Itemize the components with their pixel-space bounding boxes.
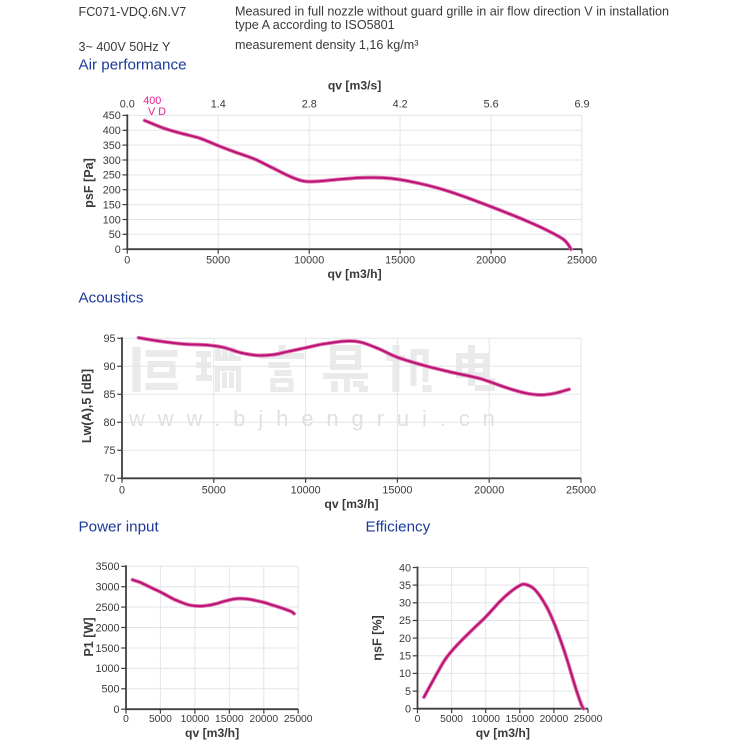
svg-text:50: 50 (109, 229, 121, 241)
svg-text:85: 85 (103, 389, 115, 401)
svg-text:4.2: 4.2 (393, 99, 408, 111)
svg-text:10000: 10000 (291, 484, 321, 496)
svg-text:5000: 5000 (149, 714, 172, 725)
svg-text:5000: 5000 (206, 255, 230, 267)
svg-text:1.4: 1.4 (211, 99, 226, 111)
svg-text:qv [m3/h]: qv [m3/h] (328, 267, 382, 281)
svg-text:150: 150 (103, 199, 121, 211)
svg-text:Acoustics: Acoustics (79, 290, 144, 307)
svg-text:0.0: 0.0 (120, 99, 135, 111)
svg-text:25000: 25000 (567, 255, 597, 267)
svg-text:10000: 10000 (181, 714, 210, 725)
svg-text:Lw(A),5 [dB]: Lw(A),5 [dB] (80, 369, 94, 443)
svg-text:qv [m3/h]: qv [m3/h] (185, 726, 239, 740)
svg-text:3~ 400V 50Hz Y: 3~ 400V 50Hz Y (79, 40, 171, 54)
svg-text:450: 450 (103, 110, 121, 122)
svg-text:15000: 15000 (505, 714, 534, 725)
svg-text:5: 5 (405, 686, 411, 698)
svg-text:3000: 3000 (95, 582, 119, 594)
svg-text:psF [Pa]: psF [Pa] (82, 158, 96, 208)
svg-text:25000: 25000 (574, 714, 603, 725)
svg-text:measurement density 1,16 kg/m³: measurement density 1,16 kg/m³ (235, 38, 418, 52)
svg-text:2000: 2000 (95, 622, 119, 634)
svg-text:0: 0 (415, 714, 421, 725)
svg-text:80: 80 (103, 417, 115, 429)
svg-text:0: 0 (405, 704, 411, 716)
svg-text:0: 0 (119, 484, 125, 496)
svg-text:10: 10 (399, 668, 411, 680)
svg-text:400: 400 (143, 95, 161, 107)
svg-text:5000: 5000 (440, 714, 463, 725)
svg-text:www.bjhengrui.cn: www.bjhengrui.cn (128, 406, 508, 431)
svg-text:6.9: 6.9 (574, 99, 589, 111)
svg-text:Measured in full nozzle withou: Measured in full nozzle without guard gr… (235, 4, 669, 18)
svg-text:Efficiency: Efficiency (366, 518, 431, 535)
svg-text:Power input: Power input (79, 518, 160, 535)
svg-text:90: 90 (103, 361, 115, 373)
svg-text:0: 0 (113, 704, 119, 716)
svg-text:25000: 25000 (284, 714, 313, 725)
svg-text:25: 25 (399, 615, 411, 627)
svg-text:P1 [W]: P1 [W] (82, 617, 96, 656)
svg-text:25000: 25000 (566, 484, 596, 496)
svg-text:300: 300 (103, 155, 121, 167)
svg-text:15000: 15000 (385, 255, 415, 267)
svg-text:350: 350 (103, 140, 121, 152)
svg-text:200: 200 (103, 185, 121, 197)
svg-text:15: 15 (399, 651, 411, 663)
svg-text:15000: 15000 (382, 484, 412, 496)
svg-text:20000: 20000 (540, 714, 569, 725)
svg-text:1000: 1000 (95, 663, 119, 675)
svg-text:5.6: 5.6 (484, 99, 499, 111)
svg-text:20000: 20000 (474, 484, 504, 496)
svg-text:0: 0 (115, 244, 121, 256)
svg-text:Air performance: Air performance (79, 57, 187, 74)
svg-text:95: 95 (103, 333, 115, 345)
svg-text:70: 70 (103, 473, 115, 485)
svg-text:20000: 20000 (249, 714, 278, 725)
svg-text:2.8: 2.8 (302, 99, 317, 111)
svg-text:400: 400 (103, 125, 121, 137)
svg-text:0: 0 (123, 714, 129, 725)
svg-text:10000: 10000 (294, 255, 324, 267)
svg-text:3500: 3500 (95, 561, 119, 573)
svg-text:75: 75 (103, 445, 115, 457)
svg-text:35: 35 (399, 580, 411, 592)
svg-text:100: 100 (103, 214, 121, 226)
svg-text:qv [m3/h]: qv [m3/h] (324, 497, 378, 511)
svg-text:500: 500 (101, 684, 119, 696)
svg-text:1500: 1500 (95, 643, 119, 655)
svg-text:30: 30 (399, 598, 411, 610)
svg-text:FC071-VDQ.6N.V7: FC071-VDQ.6N.V7 (79, 5, 187, 19)
svg-text:15000: 15000 (215, 714, 244, 725)
svg-text:250: 250 (103, 170, 121, 182)
svg-text:0: 0 (124, 255, 130, 267)
svg-text:20: 20 (399, 633, 411, 645)
svg-text:20000: 20000 (476, 255, 506, 267)
svg-text:qv [m3/h]: qv [m3/h] (476, 726, 530, 740)
svg-text:10000: 10000 (471, 714, 500, 725)
svg-text:V D: V D (148, 106, 166, 118)
svg-text:type A according to ISO5801: type A according to ISO5801 (235, 18, 395, 32)
svg-text:40: 40 (399, 562, 411, 574)
svg-text:5000: 5000 (202, 484, 226, 496)
svg-text:ηsF [%]: ηsF [%] (370, 615, 384, 660)
svg-text:qv [m3/s]: qv [m3/s] (328, 79, 382, 93)
svg-text:2500: 2500 (95, 602, 119, 614)
